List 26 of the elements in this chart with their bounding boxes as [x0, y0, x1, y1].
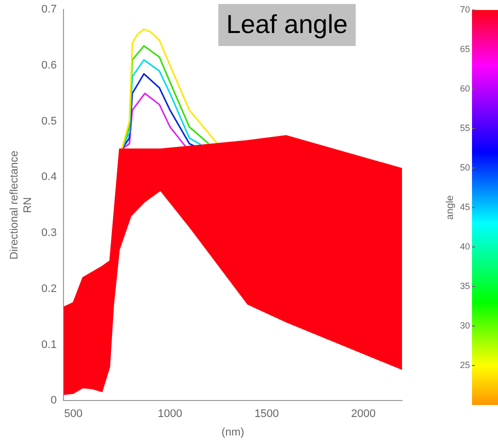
color-bar-label: 70 [460, 4, 470, 14]
x-tick-label: 2000 [351, 408, 376, 420]
y-axis-title: Directional reflectance RN [8, 150, 34, 260]
x-axis-title: (nm) [222, 426, 244, 438]
y-tick-label: 0.4 [41, 171, 57, 184]
x-tick-label: 500 [64, 408, 83, 420]
chart-title: Leaf angle [226, 9, 348, 40]
y-tick-label: 0 [50, 394, 57, 407]
x-tick-label: 1000 [158, 408, 182, 420]
color-bar-label: 30 [460, 320, 470, 330]
y-tick-label: 0.5 [41, 115, 57, 128]
color-bar-label: 55 [460, 122, 470, 133]
color-bar-title: angle [444, 194, 456, 220]
color-bar-label: 65 [460, 44, 470, 54]
x-tick-label: 1500 [254, 408, 279, 420]
y-tick-label: 0.7 [41, 4, 57, 16]
color-bar-label: 35 [460, 280, 470, 291]
color-bar-label: 45 [460, 202, 470, 212]
y-tick-label: 0.6 [41, 59, 57, 72]
color-bar-label: 60 [460, 83, 470, 94]
y-tick-label: 0.2 [41, 282, 57, 295]
y-tick-label: 0.1 [41, 338, 57, 351]
color-bar-label: 25 [460, 360, 470, 370]
color-bar-label: 40 [460, 241, 470, 252]
y-tick-label: 0.3 [41, 227, 57, 240]
color-bar-label: 50 [460, 162, 470, 172]
